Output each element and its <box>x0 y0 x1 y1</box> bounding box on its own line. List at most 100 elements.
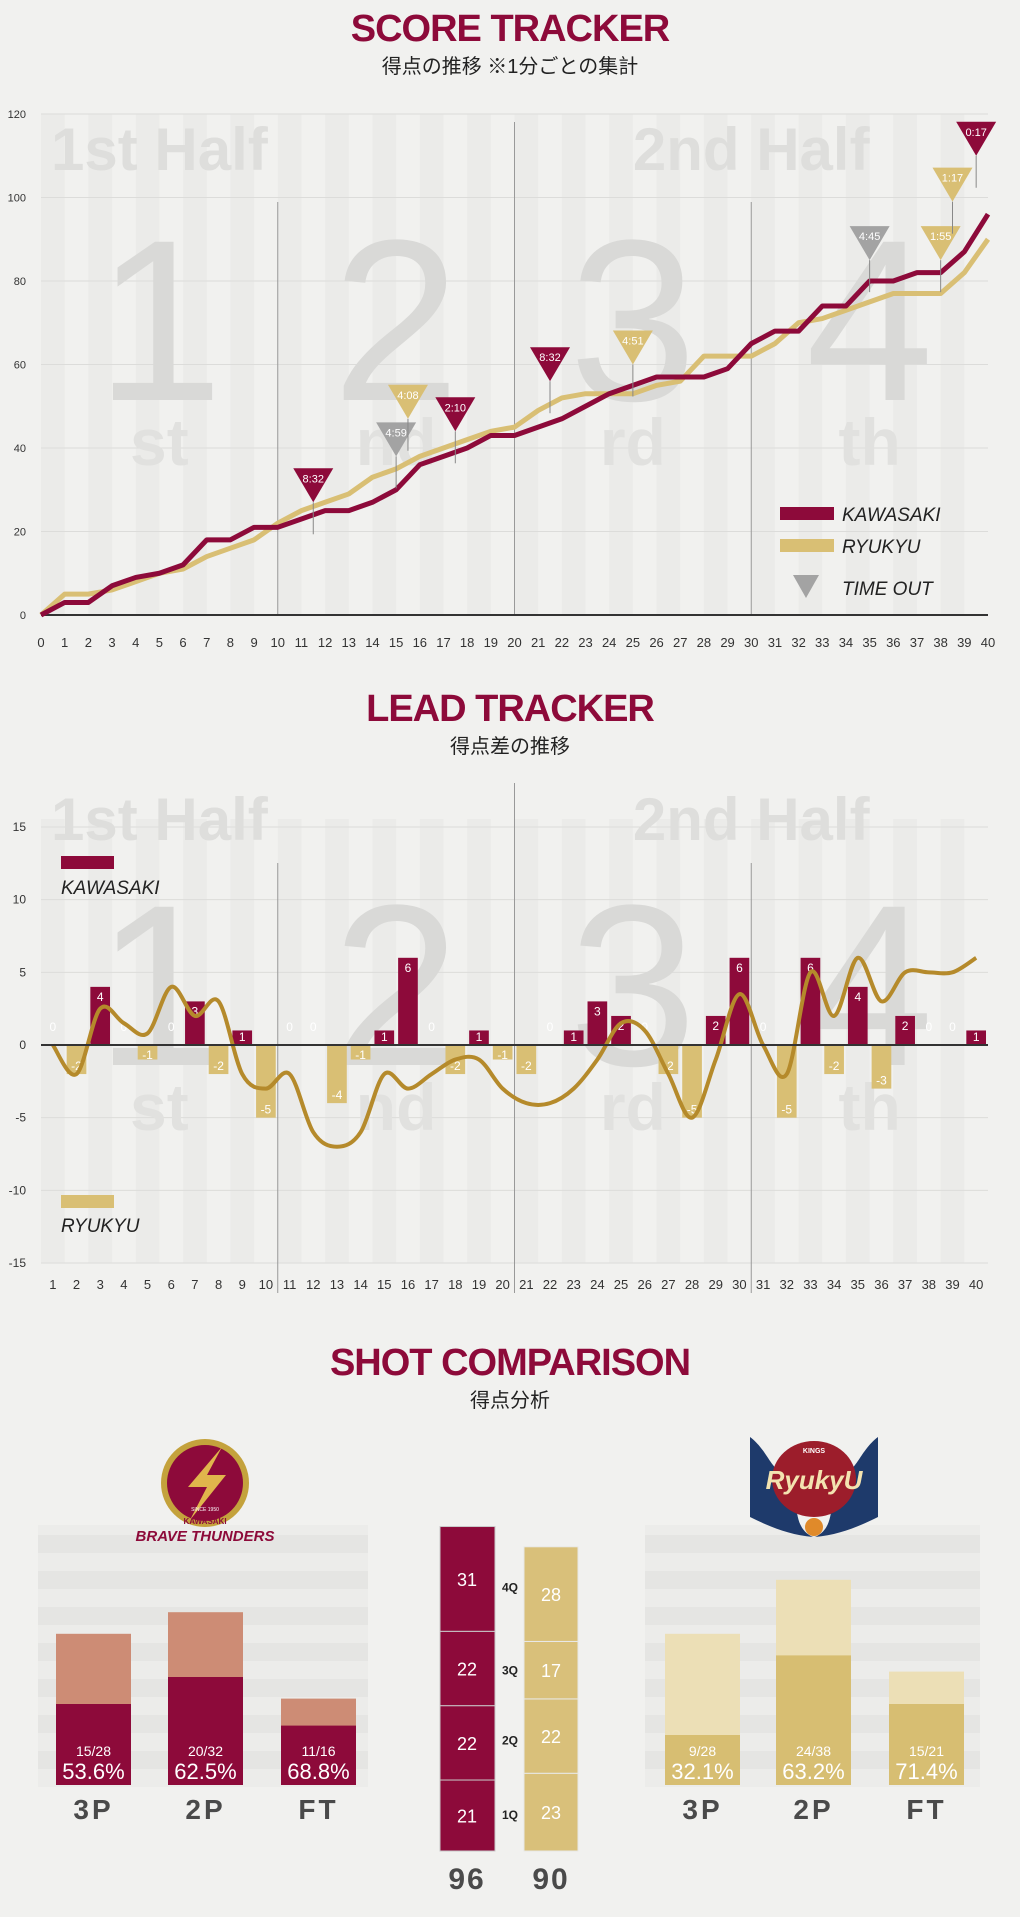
legend-kawasaki-label: KAWASAKI <box>61 878 160 899</box>
made-attempted-label: 20/32 <box>188 1743 223 1759</box>
timeout-time-label: 4:45 <box>859 231 880 243</box>
legend-ryukyu-swatch <box>780 539 834 552</box>
score-tracker-subtitle: 得点の推移 ※1分ごとの集計 <box>381 56 639 78</box>
legend-timeout-label: TIME OUT <box>842 579 934 600</box>
legend-ryukyu-swatch <box>61 1195 114 1208</box>
x-tick-label: 29 <box>720 635 734 650</box>
x-tick-label: 3 <box>108 635 115 650</box>
kawasaki-logo-bolt <box>188 1447 226 1520</box>
lead-bar-label: 0 <box>286 1020 293 1034</box>
x-tick-label: 20 <box>507 635 521 650</box>
timeout-time-label: 8:32 <box>539 352 560 364</box>
x-tick-label: 5 <box>144 1277 151 1292</box>
timeout-marker <box>956 121 997 156</box>
lead-bar-label: 4 <box>854 990 861 1004</box>
x-tick-label: 40 <box>981 635 995 650</box>
x-tick-label: 15 <box>377 1277 391 1292</box>
x-tick-label: 13 <box>342 635 356 650</box>
lead-bar <box>350 1045 371 1060</box>
lead-bar <box>871 1045 892 1089</box>
x-tick-label: 26 <box>637 1277 651 1292</box>
x-tick-label: 12 <box>306 1277 320 1292</box>
x-tick-label: 7 <box>203 635 210 650</box>
x-tick-label: 24 <box>590 1277 604 1292</box>
shot-type-label: 2P <box>185 1794 225 1825</box>
quarter-number: 1 <box>95 857 223 1114</box>
bg-stripe <box>325 819 349 1263</box>
lead-bar <box>398 957 418 1045</box>
x-tick-label: 38 <box>922 1277 936 1292</box>
x-tick-label: 32 <box>780 1277 794 1292</box>
panel-stripe <box>645 1535 980 1553</box>
quarter-suffix: st <box>130 1070 189 1144</box>
bg-stripe <box>277 819 302 1263</box>
ryukyu-logo-top: KINGS <box>803 1448 826 1455</box>
made-bar <box>281 1725 356 1785</box>
ryukyu-score-line <box>39 237 991 617</box>
x-tick-label: 38 <box>933 635 947 650</box>
lead-bar-label: -1 <box>142 1048 153 1062</box>
shot-type-label: 2P <box>793 1794 833 1825</box>
x-tick-label: 36 <box>886 635 900 650</box>
x-tick-label: 27 <box>673 635 687 650</box>
x-tick-label: 6 <box>168 1277 175 1292</box>
y-tick-label: 0 <box>20 610 26 622</box>
x-tick-label: 1 <box>49 1277 56 1292</box>
lead-bar <box>682 1045 702 1118</box>
timeout-time-label: 1:55 <box>930 231 951 243</box>
lead-bar-label: -1 <box>497 1048 508 1062</box>
percent-label: 53.6% <box>62 1759 124 1784</box>
percent-label: 71.4% <box>895 1759 957 1784</box>
ryukyu-logo-text: RyukyU <box>766 1465 864 1495</box>
shot-type-label: FT <box>906 1794 946 1825</box>
legend-kawasaki-label: KAWASAKI <box>842 505 941 526</box>
quarter-label: 3Q <box>502 1663 518 1677</box>
lead-bar <box>469 1030 489 1045</box>
lead-bar-label: -1 <box>355 1048 366 1062</box>
ryukyu-total: 90 <box>532 1863 569 1896</box>
quarter-suffix: rd <box>600 1070 666 1144</box>
lead-bar-label: -5 <box>261 1103 272 1117</box>
x-tick-label: 22 <box>543 1277 557 1292</box>
x-tick-label: 16 <box>401 1277 415 1292</box>
x-tick-label: 32 <box>791 635 805 650</box>
quarter-score-kawasaki: 21 <box>457 1807 477 1827</box>
y-tick-label: -10 <box>9 1183 27 1197</box>
quarter-suffix: th <box>838 1070 900 1144</box>
kawasaki-total: 96 <box>448 1863 485 1896</box>
lead-bar-label: -3 <box>876 1074 887 1088</box>
lead-bar <box>824 1045 844 1075</box>
x-tick-label: 29 <box>709 1277 723 1292</box>
timeout-icon <box>793 575 819 598</box>
quarter-score-ryukyu: 28 <box>541 1585 561 1605</box>
x-tick-label: 12 <box>318 635 332 650</box>
timeout-time-label: 4:08 <box>397 390 418 402</box>
x-tick-label: 17 <box>436 635 450 650</box>
x-tick-label: 8 <box>227 635 234 650</box>
timeout-time-label: 4:51 <box>622 336 643 348</box>
y-tick-label: 40 <box>14 443 26 455</box>
quarter-label: 4Q <box>502 1581 518 1595</box>
x-tick-label: 20 <box>495 1277 509 1292</box>
x-tick-label: 21 <box>519 1277 533 1292</box>
x-tick-label: 14 <box>365 635 379 650</box>
timeout-time-label: 2:10 <box>445 402 466 414</box>
lead-bar-label: 0 <box>121 1020 128 1034</box>
lead-bar-label: -2 <box>213 1059 224 1073</box>
made-attempted-label: 24/38 <box>796 1743 831 1759</box>
quarter-suffix: rd <box>600 405 666 479</box>
quarter-label: 1Q <box>502 1808 518 1822</box>
shot-comparison-title: SHOT COMPARISON <box>329 1342 691 1384</box>
y-tick-label: 0 <box>19 1038 26 1052</box>
x-tick-label: 0 <box>37 635 44 650</box>
lead-bar-label: 1 <box>476 1030 483 1044</box>
percent-label: 32.1% <box>671 1759 733 1784</box>
x-tick-label: 19 <box>484 635 498 650</box>
kawasaki-score-line <box>39 212 991 618</box>
y-tick-label: 100 <box>8 193 26 205</box>
lead-bar-label: 0 <box>310 1020 317 1034</box>
lead-bar-label: 2 <box>618 1019 625 1033</box>
half-label: 2nd Half <box>633 116 871 183</box>
quarter-bar-ryukyu <box>523 1546 579 1642</box>
x-tick-label: 28 <box>697 635 711 650</box>
